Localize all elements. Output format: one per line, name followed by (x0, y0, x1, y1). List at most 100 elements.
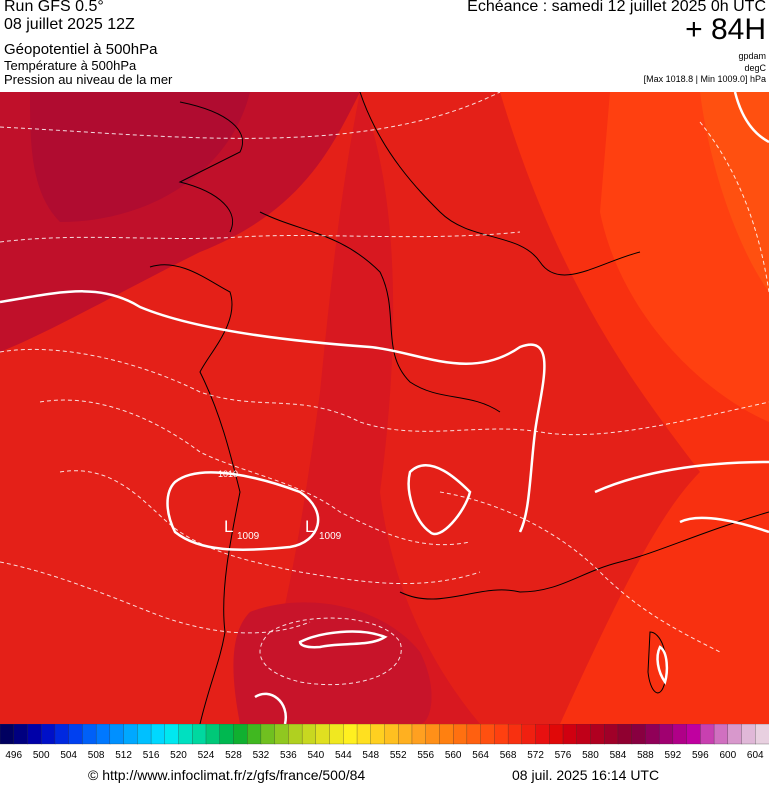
low-marker: L (224, 517, 233, 536)
scale-swatch (425, 724, 441, 745)
scale-swatch (507, 724, 523, 745)
scale-swatch (0, 724, 15, 745)
scale-swatch (755, 724, 769, 745)
scale-swatch (315, 724, 331, 745)
scale-swatch (192, 724, 207, 745)
scale-label: 556 (417, 750, 434, 761)
scale-swatch (205, 724, 221, 745)
field (30, 92, 250, 222)
scale-swatch (384, 724, 399, 745)
map-subtitle: Pression au niveau de la mer (4, 72, 173, 87)
scale-swatch (645, 724, 660, 745)
scale-swatch (343, 724, 358, 745)
unit: degC (744, 63, 766, 73)
scale-swatch (590, 724, 605, 745)
scale-swatch (480, 724, 496, 745)
scale-label: 520 (170, 750, 187, 761)
scale-swatch (150, 724, 166, 745)
scale-swatch (329, 724, 344, 745)
scale-label: 504 (60, 750, 77, 761)
map: 1010 L 1009 L 1009 (0, 92, 769, 724)
scale-swatch (109, 724, 125, 745)
scale-swatch (260, 724, 276, 745)
scale-swatch (713, 724, 729, 745)
scale-swatch (727, 724, 743, 745)
color-scale: 496 500 504 508 512 516 520 524 528 532 536 540 544 5… (0, 724, 769, 761)
scale-swatch (82, 724, 97, 745)
scale-label: 548 (362, 750, 379, 761)
scale-label: 588 (637, 750, 654, 761)
scale-label: 600 (719, 750, 736, 761)
scale-label: 568 (500, 750, 517, 761)
source-url: © http://www.infoclimat.fr/z/gfs/france/… (88, 767, 366, 783)
scale-label: 580 (582, 750, 599, 761)
scale-swatch (604, 724, 619, 745)
coastline (149, 92, 769, 724)
scale-label: 576 (555, 750, 572, 761)
map-title: Géopotentiel à 500hPa (4, 41, 158, 58)
scale-label: 524 (198, 750, 215, 761)
scale-swatch (494, 724, 509, 745)
scale-label: 496 (5, 750, 22, 761)
scale-label: 528 (225, 750, 242, 761)
scale-swatch (466, 724, 482, 745)
scale-swatch (27, 724, 42, 745)
field (700, 92, 769, 292)
timestamp: 08 juil. 2025 16:14 UTC (512, 767, 660, 783)
lead-time: + 84H (685, 13, 766, 46)
scale-swatch (741, 724, 756, 745)
scale-label: 512 (115, 750, 132, 761)
scale-swatch (274, 724, 290, 745)
scale-swatch (95, 724, 111, 745)
scale-label: 604 (747, 750, 764, 761)
isobar-label: 1010 (218, 469, 238, 479)
scale-label: 500 (33, 750, 50, 761)
field (233, 602, 432, 724)
scale-swatch (178, 724, 193, 745)
scale-swatch (535, 724, 550, 745)
low-marker: L (305, 517, 314, 536)
scale-swatch (686, 724, 701, 745)
scale-swatch (219, 724, 235, 745)
scale-swatch (41, 724, 56, 745)
scale-swatch (233, 724, 248, 745)
scale-swatch (68, 724, 84, 745)
scale-swatch (301, 724, 317, 745)
scale-swatch (411, 724, 427, 745)
scale-swatch (137, 724, 152, 745)
isobar (0, 92, 769, 724)
scale-label: 508 (88, 750, 105, 761)
scale-swatch (549, 724, 564, 745)
scale-swatch (164, 724, 180, 745)
scale-swatch (247, 724, 262, 745)
scale-swatch (562, 724, 578, 745)
scale-swatch (658, 724, 674, 745)
run-label: Run GFS 0.5° (4, 0, 104, 15)
scale-swatch (576, 724, 592, 745)
scale-swatch (123, 724, 138, 745)
pressure-range: [Max 1018.8 | Min 1009.0] hPa (643, 74, 766, 84)
scale-swatch (288, 724, 303, 745)
scale-label: 560 (445, 750, 462, 761)
run-date: 08 juillet 2025 12Z (4, 16, 135, 33)
scale-swatch (521, 724, 537, 745)
low-pressure: 1009 (237, 531, 260, 542)
scale-swatch (453, 724, 468, 745)
scale-swatch (398, 724, 413, 745)
scale-swatch (700, 724, 715, 745)
scale-label: 592 (665, 750, 682, 761)
map-subtitle: Température à 500hPa (4, 58, 137, 73)
scale-swatch (370, 724, 386, 745)
scale-swatch (13, 724, 29, 745)
scale-swatch (439, 724, 454, 745)
isotherm (0, 92, 769, 686)
scale-label: 552 (390, 750, 407, 761)
scale-label: 540 (307, 750, 324, 761)
scale-label: 564 (472, 750, 489, 761)
scale-swatch (631, 724, 647, 745)
forecast-time: Echéance : samedi 12 juillet 2025 0h UTC (467, 0, 766, 15)
scale-label: 596 (692, 750, 709, 761)
scale-label: 572 (527, 750, 544, 761)
scale-swatch (54, 724, 70, 745)
